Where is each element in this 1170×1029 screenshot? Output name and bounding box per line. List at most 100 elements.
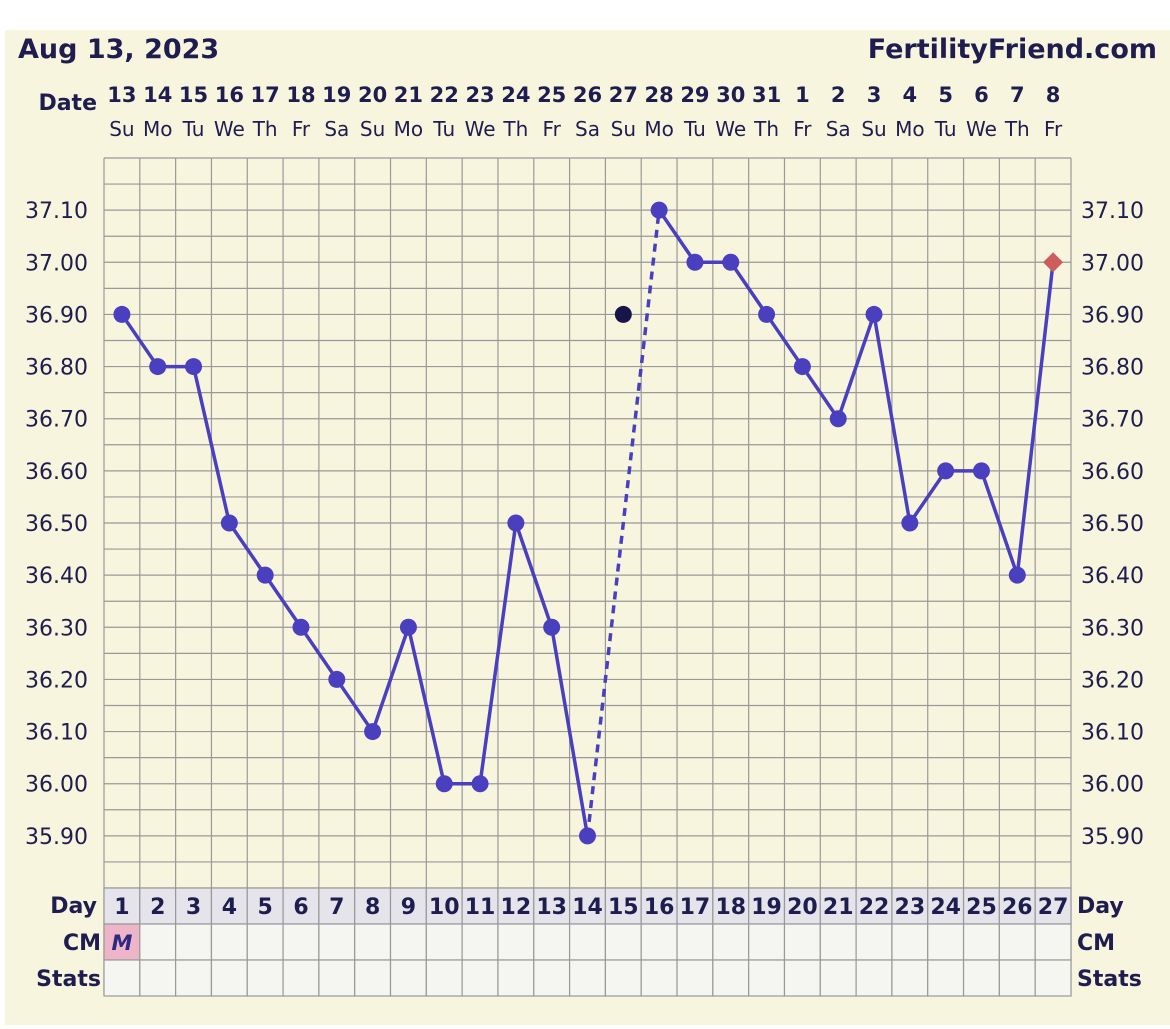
weekday-label: Th (252, 117, 278, 141)
stats-cell (855, 959, 893, 997)
weekday-label: Tu (182, 117, 205, 141)
cm-cell (748, 923, 786, 961)
date-number: 31 (752, 83, 781, 107)
weekday-label: Fr (543, 117, 562, 141)
temperature-point (399, 618, 417, 636)
date-number: 18 (286, 83, 315, 107)
chart-axes: 37.10 37.10 37.00 37.00 36.90 36.90 36.80 36.80… (25, 83, 1144, 850)
date-number: 26 (573, 83, 602, 107)
day-number: 27 (1038, 895, 1069, 920)
date-number: 4 (903, 83, 918, 107)
date-number: 22 (430, 83, 459, 107)
weekday-label: Fr (292, 117, 311, 141)
day-number: 14 (572, 895, 603, 920)
temperature-line-segment (191, 366, 232, 524)
day-number: 24 (930, 895, 961, 920)
stats-cell (998, 959, 1036, 997)
cm-cell (389, 923, 427, 961)
weekday-label: We (966, 117, 997, 141)
latest-temperature-point (1043, 252, 1064, 273)
weekday-label: Fr (1044, 117, 1063, 141)
day-number: 1 (114, 895, 129, 920)
temperature-line-segment (800, 365, 840, 420)
day-cell (461, 887, 499, 925)
stats-cell (175, 959, 213, 997)
temperature-point (149, 358, 167, 376)
y-tick-label-right: 36.10 (1081, 721, 1144, 746)
bottom-table: 1M2 3 4 5 6 7 8 9 10 11 12 13 14 15 16 17 18 19 20 21 22 23 24… (103, 887, 1072, 997)
day-cell (210, 887, 248, 925)
cm-cell (783, 923, 821, 961)
temperature-point (256, 566, 274, 584)
day-row-label-right: Day (1077, 894, 1124, 919)
cm-cell (425, 923, 463, 961)
temperature-line-segment (263, 574, 303, 629)
date-number: 28 (645, 83, 674, 107)
y-tick-label-right: 37.00 (1081, 251, 1144, 276)
temperature-line-segment (299, 626, 339, 681)
temperature-line-segment (370, 626, 411, 733)
temperature-point (543, 618, 561, 636)
date-number: 2 (831, 83, 846, 107)
cm-cell (676, 923, 714, 961)
day-cell (246, 887, 284, 925)
temperature-point (471, 775, 489, 793)
temperature-point (686, 253, 704, 271)
cm-cell (497, 923, 535, 961)
y-tick-label-left: 35.90 (25, 825, 88, 850)
temperature-point (829, 410, 847, 428)
date-number: 16 (215, 83, 244, 107)
temperature-line-segment (1015, 262, 1055, 576)
y-tick-label-right: 36.00 (1081, 773, 1144, 798)
stats-cell (783, 959, 821, 997)
stats-cell (210, 959, 248, 997)
day-number: 4 (222, 895, 237, 920)
stats-cell (318, 959, 356, 997)
date-number: 24 (501, 83, 530, 107)
day-number: 5 (258, 895, 273, 920)
date-number: 21 (394, 83, 423, 107)
stats-cell (676, 959, 714, 997)
cm-cell (533, 923, 571, 961)
temperature-line-segment (836, 313, 876, 420)
cm-row-label-right: CM (1077, 931, 1115, 956)
y-tick-label-right: 36.50 (1081, 512, 1144, 537)
y-tick-label-right: 36.20 (1081, 668, 1144, 693)
stats-cell (282, 959, 320, 997)
temperature-point (185, 358, 203, 376)
weekday-label: Tu (934, 117, 957, 141)
chart-background (5, 30, 1170, 1025)
stats-cell (1034, 959, 1072, 997)
day-cell (1034, 887, 1072, 925)
temperature-line-segment (765, 313, 804, 368)
day-number: 13 (536, 895, 567, 920)
day-cell (891, 887, 929, 925)
temperature-line-segment (514, 522, 554, 628)
y-tick-label-left: 36.70 (25, 408, 88, 433)
cm-cell (282, 923, 320, 961)
cm-cell (175, 923, 213, 961)
date-number: 14 (143, 83, 172, 107)
day-number: 20 (787, 895, 818, 920)
temperature-series (113, 201, 1064, 845)
weekday-label: Mo (143, 117, 173, 141)
stats-cell (748, 959, 786, 997)
y-tick-label-right: 36.30 (1081, 616, 1144, 641)
temperature-line-segment (549, 626, 590, 837)
y-tick-label-left: 36.10 (25, 721, 88, 746)
weekday-label: Sa (324, 117, 349, 141)
day-number: 22 (859, 895, 890, 920)
temperature-point (435, 775, 453, 793)
y-tick-label-left: 36.90 (25, 303, 88, 328)
day-number: 2 (150, 895, 165, 920)
cm-cell (998, 923, 1036, 961)
stats-cell (425, 959, 463, 997)
day-number: 3 (186, 895, 201, 920)
date-number: 20 (358, 83, 387, 107)
temperature-point (579, 827, 596, 845)
cm-cell (210, 923, 248, 961)
day-number: 25 (966, 895, 997, 920)
date-number: 1 (795, 83, 810, 107)
day-cell (175, 887, 213, 925)
day-number: 6 (293, 895, 308, 920)
